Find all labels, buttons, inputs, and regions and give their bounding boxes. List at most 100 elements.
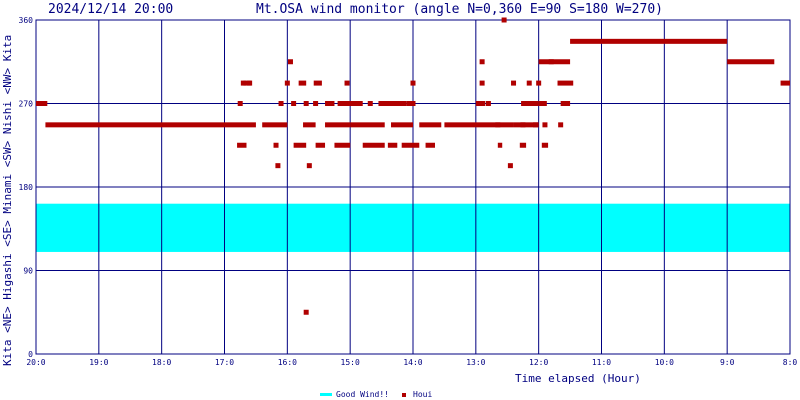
houi-point xyxy=(357,101,363,106)
houi-segment xyxy=(560,101,571,106)
y-axis-label-text: Kita <NE> Higashi <SE> Minami <SW> Nishi… xyxy=(1,35,14,366)
plot-frame xyxy=(35,19,791,355)
y-axis-label-segment: Minami xyxy=(1,174,14,220)
houi-point xyxy=(479,80,485,86)
houi-point xyxy=(511,80,517,86)
x-tick-label: 15:0 xyxy=(341,358,360,367)
houi-point xyxy=(303,309,309,315)
houi-point xyxy=(536,80,542,86)
y-tick-label: 180 xyxy=(19,183,34,192)
houi-segment xyxy=(315,142,326,148)
houi-segment xyxy=(519,142,527,148)
x-tick-label: 8:0 xyxy=(783,358,798,367)
legend-houi-swatch xyxy=(402,393,406,397)
houi-point xyxy=(313,101,319,106)
houi-segment xyxy=(378,101,407,106)
houi-point xyxy=(273,142,279,148)
houi-point xyxy=(394,101,400,106)
x-tick-label: 18:0 xyxy=(152,358,171,367)
houi-segment xyxy=(557,80,574,86)
y-axis-label-segment: <SE> xyxy=(1,220,14,253)
y-axis-label-segment: <NW> xyxy=(1,68,14,101)
houi-point xyxy=(410,101,416,106)
y-axis-label-segment: <NE> xyxy=(1,306,14,339)
houi-point xyxy=(338,101,344,106)
houi-segment xyxy=(419,122,442,128)
houi-segment xyxy=(36,101,48,106)
houi-point xyxy=(306,163,312,169)
houi-segment xyxy=(541,142,549,148)
houi-series xyxy=(36,17,790,315)
houi-segment xyxy=(362,142,385,148)
houi-point xyxy=(520,122,526,128)
houi-segment xyxy=(497,142,503,148)
houi-segment xyxy=(401,142,420,148)
legend-houi-label: Houi xyxy=(413,390,432,399)
x-tick-label: 13:0 xyxy=(466,358,485,367)
x-tick-label: 10:0 xyxy=(655,358,674,367)
legend-good-wind-swatch xyxy=(320,393,332,396)
houi-point xyxy=(287,59,293,65)
y-axis-label-segment: Nishi xyxy=(1,101,14,141)
houi-segment xyxy=(538,59,571,65)
y-axis-label-segment: Higashi xyxy=(1,253,14,306)
houi-point xyxy=(367,101,373,106)
legend-good-wind-label: Good Wind!! xyxy=(336,390,389,399)
houi-segment xyxy=(237,142,247,148)
houi-point xyxy=(344,80,350,86)
x-tick-label: 14:0 xyxy=(403,358,422,367)
houi-segment xyxy=(262,122,288,128)
x-tick-label: 17:0 xyxy=(215,358,234,367)
houi-point xyxy=(303,101,309,106)
x-tick-label: 9:0 xyxy=(720,358,735,367)
y-tick-labels: 0 90 180 270 360 xyxy=(19,16,34,359)
x-tick-labels: 20:0 19:0 18:0 17:0 16:0 15:0 14:0 13:0 12:0 11:0… xyxy=(26,358,797,367)
x-tick-label: 16:0 xyxy=(278,358,297,367)
houi-segment xyxy=(570,38,728,44)
houi-segment xyxy=(325,122,351,128)
houi-segment xyxy=(293,142,307,148)
houi-point xyxy=(382,101,388,106)
houi-point xyxy=(275,163,281,169)
houi-point xyxy=(291,101,297,106)
houi-point xyxy=(237,101,243,106)
chart-title: Mt.OSA wind monitor (angle N=0,360 E=90 … xyxy=(256,2,663,17)
y-axis-label-segment: <SW> xyxy=(1,140,14,173)
y-axis-label-segment: Kita xyxy=(1,340,14,367)
houi-segment xyxy=(475,101,486,106)
houi-point xyxy=(410,80,416,86)
legend: Good Wind!! Houi xyxy=(320,390,432,399)
y-axis-label-segment: Kita xyxy=(1,35,14,68)
houi-segment xyxy=(45,122,256,128)
y-axis-label: Kita <NE> Higashi <SE> Minami <SW> Nishi… xyxy=(1,35,14,366)
houi-point xyxy=(278,101,284,106)
houi-segment xyxy=(350,122,385,128)
houi-segment xyxy=(334,142,351,148)
houi-point xyxy=(533,122,539,128)
y-tick-label: 270 xyxy=(19,100,34,109)
x-tick-label: 20:0 xyxy=(26,358,45,367)
houi-point xyxy=(548,59,554,65)
houi-point xyxy=(479,59,485,65)
houi-segment xyxy=(391,122,413,128)
houi-point xyxy=(507,163,513,169)
houi-point xyxy=(247,80,253,86)
axis-layer xyxy=(35,19,791,355)
houi-segment xyxy=(337,101,363,106)
chart-timestamp: 2024/12/14 20:00 xyxy=(48,2,173,17)
houi-segment xyxy=(521,101,539,106)
houi-segment xyxy=(243,80,251,86)
houi-point xyxy=(542,122,548,128)
houi-segment xyxy=(387,142,398,148)
houi-point xyxy=(240,80,246,86)
houi-segment xyxy=(325,101,335,106)
x-tick-label: 11:0 xyxy=(592,358,611,367)
x-tick-label: 12:0 xyxy=(529,358,548,367)
y-tick-label: 0 xyxy=(28,350,33,359)
x-tick-label: 19:0 xyxy=(89,358,108,367)
houi-segment xyxy=(303,122,316,128)
houi-point xyxy=(495,122,501,128)
y-tick-label: 90 xyxy=(23,267,33,276)
houi-point xyxy=(284,80,290,86)
